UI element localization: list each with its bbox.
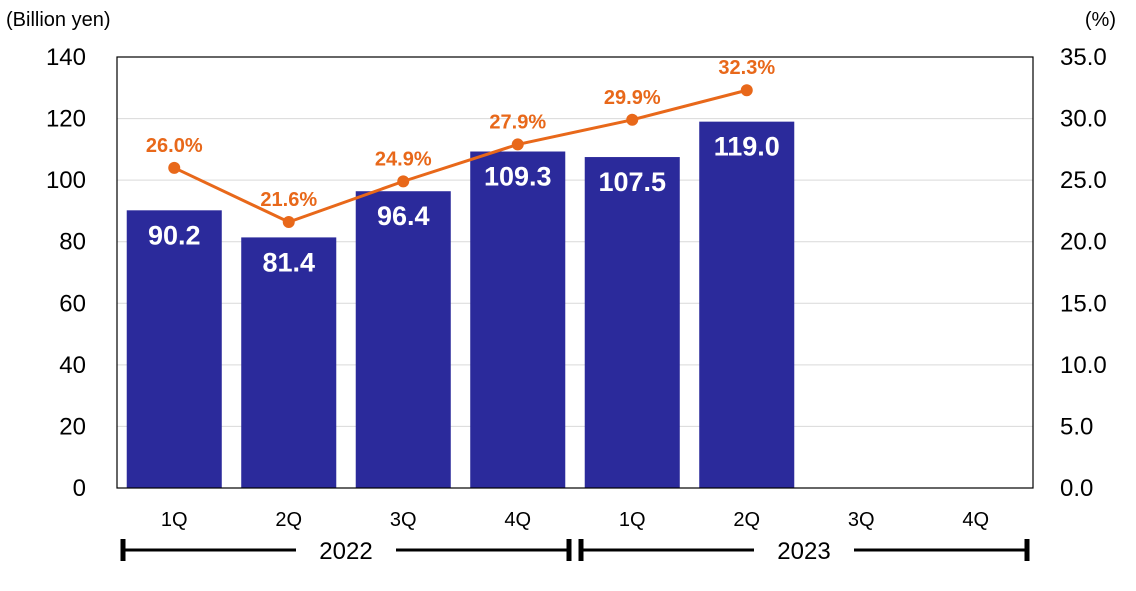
right-axis: 0.0 5.0 10.0 15.0 20.0 25.0 30.0 35.0 [1060,44,1107,502]
bar-series: 90.2 81.4 96.4 109.3 107.5 119.0 [126,121,795,489]
right-tick-label: 15.0 [1060,290,1107,317]
line-value-label: 27.9% [489,111,546,133]
x-tick-label: 3Q [848,509,875,531]
line-point [740,84,753,97]
line-series: 26.0% 21.6% 24.9% 27.9% 29.9% 32.3% [146,57,775,229]
x-tick-label: 4Q [504,509,531,531]
line-point [168,161,181,174]
plot-frame [116,56,1034,489]
line-point [511,138,524,151]
left-axis-label: (Billion yen) [6,9,110,31]
right-tick-label: 5.0 [1060,413,1093,440]
bar-value-label: 90.2 [148,220,201,250]
left-tick-label: 0 [73,475,86,502]
left-tick-label: 100 [46,167,86,194]
line-value-label: 21.6% [260,189,317,211]
right-tick-label: 0.0 [1060,475,1093,502]
bar-value-label: 81.4 [262,247,315,277]
left-tick-label: 40 [59,352,86,379]
right-tick-label: 20.0 [1060,229,1107,256]
right-tick-label: 25.0 [1060,167,1107,194]
left-tick-label: 120 [46,106,86,133]
bar [126,210,222,488]
x-axis: 1Q 2Q 3Q 4Q 1Q 2Q 3Q 4Q [161,509,989,531]
line-value-label: 29.9% [604,87,661,109]
line-point [282,216,295,229]
line-point [626,113,639,126]
x-tick-label: 1Q [161,509,188,531]
x-tick-label: 2Q [275,509,302,531]
left-axis: 0 20 40 60 80 100 120 140 [46,44,86,502]
bar [355,191,451,488]
left-tick-label: 60 [59,290,86,317]
bar-value-label: 96.4 [377,201,430,231]
bar [699,121,795,489]
line-value-label: 24.9% [375,148,432,170]
bar-value-label: 119.0 [714,132,780,162]
group-label: 2022 [319,538,372,565]
bar-value-label: 107.5 [598,167,666,197]
right-axis-label: (%) [1085,9,1116,31]
line-value-label: 32.3% [718,57,775,79]
x-tick-label: 2Q [733,509,760,531]
year-groups: 2022 2023 [120,538,1030,565]
bar [584,157,680,488]
right-tick-label: 10.0 [1060,352,1107,379]
line-value-label: 26.0% [146,135,203,157]
x-tick-label: 1Q [619,509,646,531]
line-path [173,88,748,224]
bar-value-label: 109.3 [484,162,552,192]
right-tick-label: 30.0 [1060,106,1107,133]
bar [470,151,566,488]
left-tick-label: 140 [46,44,86,71]
right-tick-label: 35.0 [1060,44,1107,71]
x-tick-label: 4Q [962,509,989,531]
x-tick-label: 3Q [390,509,417,531]
left-tick-label: 20 [59,413,86,440]
line-point [397,175,410,188]
left-tick-label: 80 [59,229,86,256]
group-label: 2023 [777,538,830,565]
bar [241,237,337,488]
